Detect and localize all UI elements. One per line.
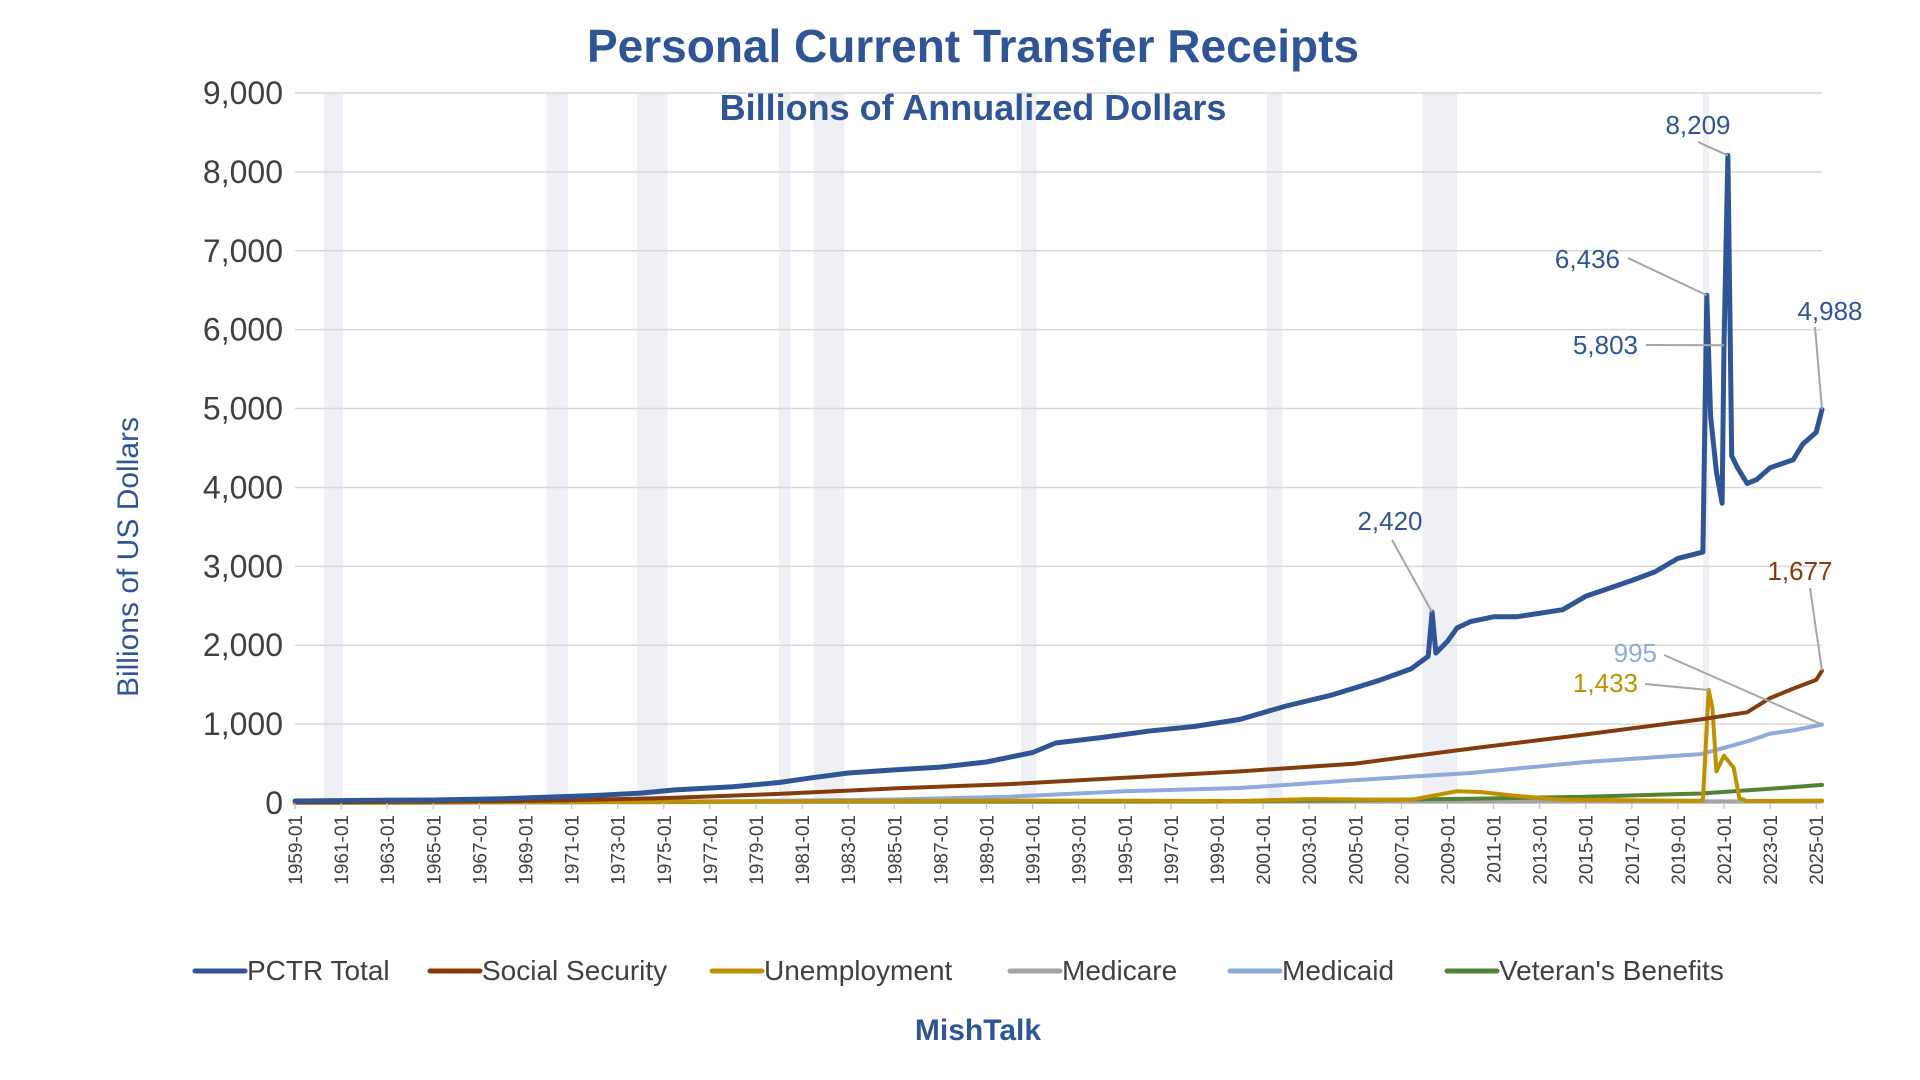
x-tick-label: 2007-01 xyxy=(1392,815,1413,885)
legend-label: Unemployment xyxy=(764,955,953,986)
annotation-leaders xyxy=(1391,141,1823,726)
x-tick-label: 1995-01 xyxy=(1116,815,1137,885)
y-tick-label: 9,000 xyxy=(203,75,283,111)
y-tick-label: 7,000 xyxy=(203,233,283,269)
x-tick-label: 2017-01 xyxy=(1623,815,1644,885)
x-tick-label: 2009-01 xyxy=(1438,815,1459,885)
x-tick-label: 1961-01 xyxy=(332,815,353,885)
x-tick-label: 1989-01 xyxy=(977,815,998,885)
y-tick-label: 1,000 xyxy=(203,706,283,742)
legend-label: Medicare xyxy=(1062,955,1177,986)
chart-title: Personal Current Transfer Receipts xyxy=(587,20,1359,72)
x-tick-label: 1967-01 xyxy=(470,815,491,885)
y-tick-label: 4,000 xyxy=(203,469,283,505)
x-tick-label: 1973-01 xyxy=(609,815,630,885)
x-tick-label: 1985-01 xyxy=(885,815,906,885)
y-axis-ticks: 0 1,000 2,000 3,000 4,000 5,000 6,000 7,000 8,00… xyxy=(203,75,283,821)
x-tick-label: 1965-01 xyxy=(424,815,445,885)
x-tick-label: 2001-01 xyxy=(1254,815,1275,885)
series-line xyxy=(293,668,1824,805)
chart-subtitle: Billions of Annualized Dollars xyxy=(720,87,1227,128)
x-tick-label: 1979-01 xyxy=(747,815,768,885)
x-tick-label: 2015-01 xyxy=(1577,815,1598,885)
annotation-label: 4,988 xyxy=(1797,296,1862,326)
annotation-leader xyxy=(1663,654,1823,726)
recession-band xyxy=(546,93,568,803)
x-tick-label: 1963-01 xyxy=(378,815,399,885)
x-tick-label: 2005-01 xyxy=(1346,815,1367,885)
x-tick-label: 1981-01 xyxy=(793,815,814,885)
series-line xyxy=(293,688,1824,805)
x-tick-label: 1977-01 xyxy=(701,815,722,885)
y-tick-label: 5,000 xyxy=(203,391,283,427)
x-tick-label: 1993-01 xyxy=(1070,815,1091,885)
recession-band xyxy=(636,93,668,803)
x-tick-label: 2019-01 xyxy=(1669,815,1690,885)
recession-band xyxy=(1266,93,1283,803)
recession-band xyxy=(813,93,845,803)
x-tick-label: 2013-01 xyxy=(1531,815,1552,885)
series-line xyxy=(292,152,1825,804)
annotation-label: 1,677 xyxy=(1767,556,1832,586)
y-tick-label: 3,000 xyxy=(203,548,283,584)
recession-band xyxy=(323,93,344,803)
annotation-leader xyxy=(1814,326,1823,410)
x-tick-label: 2021-01 xyxy=(1715,815,1736,885)
source-label: MishTalk xyxy=(915,1014,1041,1047)
annotation-label: 5,803 xyxy=(1573,330,1638,360)
y-axis-label: Billions of US Dollars xyxy=(112,417,145,697)
y-tick-label: 6,000 xyxy=(203,312,283,348)
x-tick-label: 1987-01 xyxy=(931,815,952,885)
x-tick-label: 2023-01 xyxy=(1761,815,1782,885)
recession-band xyxy=(779,93,791,803)
annotation-label: 6,436 xyxy=(1555,244,1620,274)
annotation-label: 8,209 xyxy=(1665,110,1730,140)
legend-label: Veteran's Benefits xyxy=(1499,955,1724,986)
legend: PCTR Total Social Security Unemployment Med… xyxy=(192,955,1724,986)
annotation-leader xyxy=(1644,683,1709,691)
legend-label: Medicaid xyxy=(1282,955,1394,986)
annotation-leader xyxy=(1697,141,1729,157)
annotation-label: 995 xyxy=(1614,638,1657,668)
y-tick-label: 8,000 xyxy=(203,154,283,190)
series-line xyxy=(293,722,1824,805)
annotation-label: 2,420 xyxy=(1357,506,1422,536)
x-tick-label: 1975-01 xyxy=(655,815,676,885)
x-tick-label: 2025-01 xyxy=(1807,815,1828,885)
recession-band xyxy=(1422,93,1458,803)
x-tick-label: 1999-01 xyxy=(1208,815,1229,885)
x-tick-label: 1991-01 xyxy=(1024,815,1045,885)
x-tick-label: 2011-01 xyxy=(1485,815,1506,883)
x-tick-label: 1959-01 xyxy=(286,815,307,885)
recession-bands xyxy=(323,93,1709,803)
legend-label: Social Security xyxy=(482,955,667,986)
x-axis-ticks: 1959-01 1961-01 1963-01 1965-01 1967-01 1969-… xyxy=(286,803,1828,885)
series-lines xyxy=(292,152,1825,805)
y-tick-label: 0 xyxy=(265,785,283,821)
annotation-leader xyxy=(1809,587,1823,671)
annotation-leader xyxy=(1627,257,1708,297)
y-tick-label: 2,000 xyxy=(203,627,283,663)
annotation-label: 1,433 xyxy=(1573,668,1638,698)
recession-band xyxy=(1021,93,1037,803)
x-tick-label: 1969-01 xyxy=(516,815,537,885)
x-tick-label: 2003-01 xyxy=(1300,815,1321,885)
x-tick-label: 1971-01 xyxy=(563,815,584,885)
x-tick-label: 1997-01 xyxy=(1162,815,1183,885)
legend-label: PCTR Total xyxy=(247,955,390,986)
annotation-leader xyxy=(1391,539,1433,613)
x-tick-label: 1983-01 xyxy=(839,815,860,885)
